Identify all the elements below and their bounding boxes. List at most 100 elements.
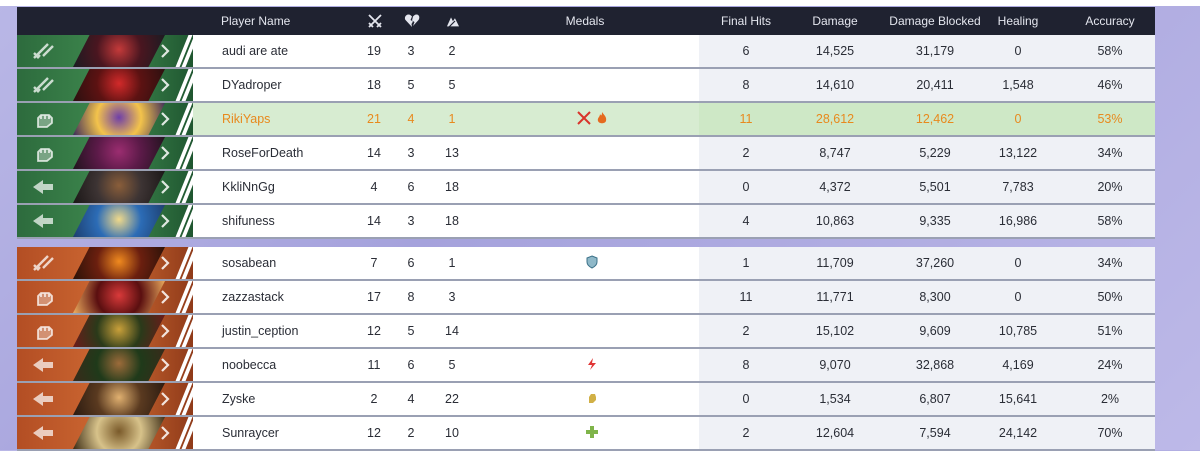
player-name[interactable]: noobecca: [222, 358, 277, 372]
accuracy-value: 34%: [1097, 146, 1123, 160]
player-name[interactable]: RikiYaps: [222, 112, 271, 126]
hero-portrait: [73, 417, 165, 449]
final-hits-value: 0: [742, 392, 750, 406]
player-row[interactable]: noobecca 11 6 5 8 9,070 32,868 4,169 24%: [17, 349, 1155, 383]
player-row[interactable]: DYadroper 18 5 5 8 14,610 20,411 1,548 46%: [17, 69, 1155, 103]
kill-streak-medal-icon: [577, 111, 591, 128]
stats-background: [699, 103, 1155, 135]
player-name[interactable]: Sunraycer: [222, 426, 279, 440]
vanguard-fist-icon: [31, 143, 57, 163]
player-name[interactable]: DYadroper: [222, 78, 282, 92]
damage-blocked-value: 8,300: [919, 290, 951, 304]
hero-banner[interactable]: [17, 137, 193, 169]
scoreboard: Player Name Medals Final Hits Damage Dam…: [17, 7, 1155, 451]
player-name[interactable]: justin_ception: [222, 324, 299, 338]
stats-background: [699, 281, 1155, 313]
damage-blocked-value: 7,594: [919, 426, 951, 440]
hero-banner[interactable]: [17, 315, 193, 347]
player-row[interactable]: Sunraycer 12 2 10 2 12,604 7,594 24,142 70%: [17, 417, 1155, 451]
player-name[interactable]: audi are ate: [222, 44, 289, 58]
assists-value: 13: [445, 146, 459, 160]
fire-medal-icon: [595, 111, 609, 128]
final-hits-header: Final Hits: [720, 14, 772, 28]
chevron-right-icon: [159, 391, 171, 407]
deaths-value: 3: [407, 146, 415, 160]
damage-value: 12,604: [815, 426, 855, 440]
assists-value: 2: [448, 44, 456, 58]
player-name[interactable]: RoseForDeath: [222, 146, 304, 160]
strategist-icon: [31, 211, 57, 231]
player-name[interactable]: sosabean: [222, 256, 277, 270]
player-row[interactable]: KkliNnGg 4 6 18 0 4,372 5,501 7,783 20%: [17, 171, 1155, 205]
assists-value: 14: [445, 324, 459, 338]
heal-medal-icon: [585, 425, 599, 442]
kills-value: 14: [367, 214, 381, 228]
kills-value: 14: [367, 146, 381, 160]
player-row[interactable]: justin_ception 12 5 14 2 15,102 9,609 10,785 51%: [17, 315, 1155, 349]
stats-background: [699, 205, 1155, 237]
fist-medal-icon: [585, 391, 599, 408]
final-hits-value: 8: [742, 358, 750, 372]
deaths-value: 6: [407, 180, 415, 194]
team-separator: [17, 239, 1155, 247]
stats-background: [699, 247, 1155, 279]
hero-banner[interactable]: [17, 281, 193, 313]
healing-value: 24,142: [998, 426, 1038, 440]
hero-banner[interactable]: [17, 103, 193, 135]
accuracy-value: 70%: [1097, 426, 1123, 440]
chevron-right-icon: [159, 255, 171, 271]
damage-value: 28,612: [815, 112, 855, 126]
accuracy-value: 51%: [1097, 324, 1123, 338]
hero-portrait: [73, 137, 165, 169]
accuracy-value: 46%: [1097, 78, 1123, 92]
player-row[interactable]: RikiYaps 21 4 1 11 28,612 12,462 0 53%: [17, 103, 1155, 137]
player-row[interactable]: audi are ate 19 3 2 6 14,525 31,179 0 58%: [17, 35, 1155, 69]
stats-background: [699, 69, 1155, 101]
damage-blocked-value: 12,462: [915, 112, 955, 126]
player-name[interactable]: zazzastack: [222, 290, 284, 304]
damage-value: 4,372: [819, 180, 851, 194]
hero-banner[interactable]: [17, 417, 193, 449]
hero-banner[interactable]: [17, 171, 193, 203]
hero-banner[interactable]: [17, 205, 193, 237]
deaths-value: 4: [407, 392, 415, 406]
healing-value: 4,169: [1002, 358, 1034, 372]
kills-value: 7: [370, 256, 378, 270]
player-row[interactable]: Zyske 2 4 22 0 1,534 6,807 15,641 2%: [17, 383, 1155, 417]
hero-portrait: [73, 247, 165, 279]
player-row[interactable]: shifuness 14 3 18 4 10,863 9,335 16,986 58%: [17, 205, 1155, 239]
hero-banner[interactable]: [17, 349, 193, 381]
hero-banner[interactable]: [17, 35, 193, 67]
assists-value: 18: [445, 180, 459, 194]
duelist-icon: [31, 41, 57, 61]
kills-value: 17: [367, 290, 381, 304]
player-name[interactable]: Zyske: [222, 392, 256, 406]
final-hits-value: 11: [739, 112, 753, 126]
accuracy-value: 20%: [1097, 180, 1123, 194]
deaths-value: 2: [407, 426, 415, 440]
final-hits-value: 4: [742, 214, 750, 228]
chevron-right-icon: [159, 77, 171, 93]
player-name[interactable]: KkliNnGg: [222, 180, 275, 194]
chevron-right-icon: [159, 289, 171, 305]
vanguard-fist-icon: [31, 287, 57, 307]
final-hits-value: 11: [739, 290, 753, 304]
hero-portrait: [73, 205, 165, 237]
hero-banner[interactable]: [17, 247, 193, 279]
healing-value: 10,785: [998, 324, 1038, 338]
deaths-value: 6: [407, 256, 415, 270]
hero-banner[interactable]: [17, 69, 193, 101]
shield-medal-icon: [585, 255, 599, 272]
player-row[interactable]: zazzastack 17 8 3 11 11,771 8,300 0 50%: [17, 281, 1155, 315]
kills-value: 2: [370, 392, 378, 406]
hero-banner[interactable]: [17, 383, 193, 415]
damage-blocked-value: 31,179: [915, 44, 955, 58]
player-name[interactable]: shifuness: [222, 214, 275, 228]
chevron-right-icon: [159, 425, 171, 441]
healing-header: Healing: [997, 14, 1039, 28]
player-name-header: Player Name: [221, 14, 291, 28]
final-hits-value: 8: [742, 78, 750, 92]
player-row[interactable]: sosabean 7 6 1 1 11,709 37,260 0 34%: [17, 247, 1155, 281]
stats-background: [699, 35, 1155, 67]
player-row[interactable]: RoseForDeath 14 3 13 2 8,747 5,229 13,122 34%: [17, 137, 1155, 171]
